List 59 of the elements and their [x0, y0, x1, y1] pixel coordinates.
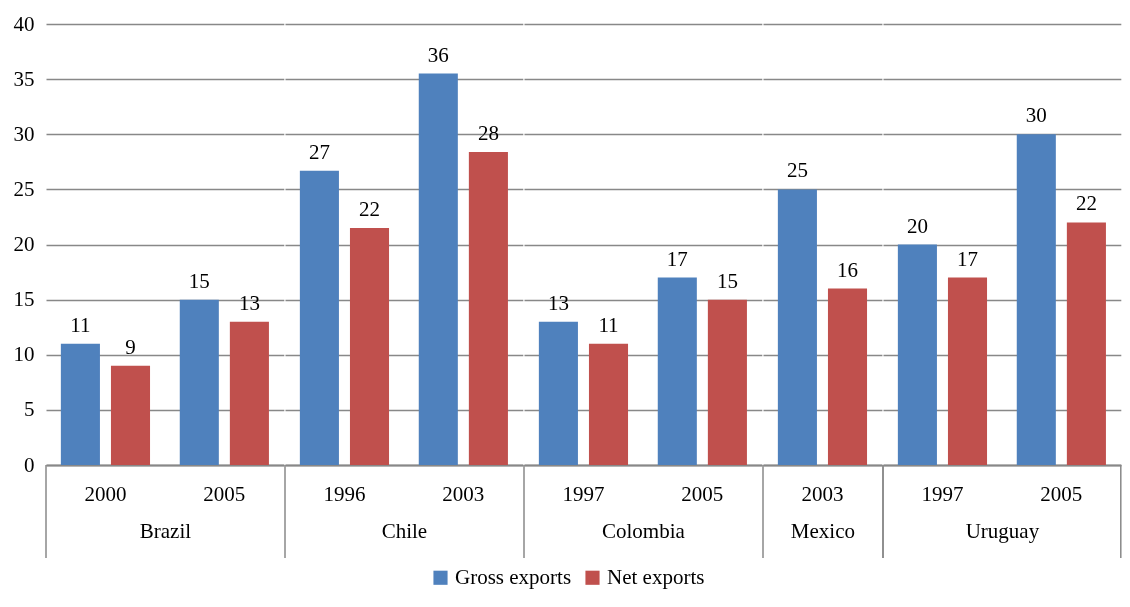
data-label: 28 — [477, 120, 499, 145]
bar — [588, 343, 629, 465]
x-axis-title: Uruguay — [965, 518, 1040, 543]
x-tick-label: 2003 — [801, 481, 844, 506]
x-tick-label: 1996 — [323, 481, 366, 506]
x-tick-label: 1997 — [921, 481, 964, 506]
x-axis-title: Colombia — [601, 518, 686, 543]
data-label: 15 — [188, 268, 210, 293]
bar — [229, 321, 269, 465]
y-tick-label: 35 — [13, 66, 35, 91]
data-label: 15 — [716, 268, 738, 293]
x-axis-title: Mexico — [790, 518, 856, 543]
data-label: 17 — [666, 246, 688, 271]
data-label: 17 — [957, 246, 978, 271]
bar — [897, 244, 937, 465]
x-axis-title: Brazil — [139, 518, 192, 543]
y-tick-label: 0 — [24, 452, 35, 477]
legend-label: Gross exports — [455, 564, 572, 589]
x-tick-label: 2005 — [681, 481, 724, 506]
bar — [299, 170, 339, 465]
data-label: 13 — [238, 290, 260, 315]
data-label: 9 — [125, 334, 136, 359]
x-axis-title: Chile — [381, 518, 428, 543]
bar — [657, 277, 697, 465]
data-label: 11 — [70, 312, 91, 337]
data-label: 22 — [359, 196, 380, 221]
x-tick-label: 2005 — [1040, 481, 1083, 506]
bar — [707, 299, 747, 465]
data-label: 13 — [547, 290, 569, 315]
data-label: 36 — [427, 42, 449, 67]
x-tick-label: 2005 — [203, 481, 246, 506]
bar — [349, 227, 390, 465]
bar — [60, 343, 100, 465]
data-label: 16 — [837, 257, 858, 282]
data-label: 11 — [598, 312, 619, 337]
y-tick-label: 25 — [13, 176, 35, 201]
bar — [418, 73, 458, 465]
bar — [179, 299, 219, 465]
data-label: 20 — [906, 213, 928, 238]
bar — [538, 321, 578, 465]
bar — [468, 151, 508, 465]
data-label: 27 — [308, 139, 330, 164]
data-label: 25 — [786, 158, 808, 183]
y-tick-label: 30 — [13, 121, 35, 146]
x-tick-label: 1997 — [562, 481, 605, 506]
bar — [1016, 134, 1056, 465]
x-tick-label: 2000 — [84, 481, 127, 506]
data-label: 22 — [1075, 191, 1097, 216]
y-tick-label: 5 — [24, 397, 35, 422]
y-tick-label: 40 — [13, 11, 35, 36]
bar — [1066, 222, 1106, 465]
bar — [947, 277, 988, 465]
data-label: 30 — [1025, 103, 1047, 128]
y-tick-label: 10 — [13, 342, 35, 367]
y-tick-label: 15 — [13, 287, 35, 312]
x-tick-label: 2003 — [442, 481, 485, 506]
legend-label: Net exports — [607, 564, 705, 589]
bar — [110, 365, 151, 465]
y-tick-label: 20 — [13, 232, 35, 256]
